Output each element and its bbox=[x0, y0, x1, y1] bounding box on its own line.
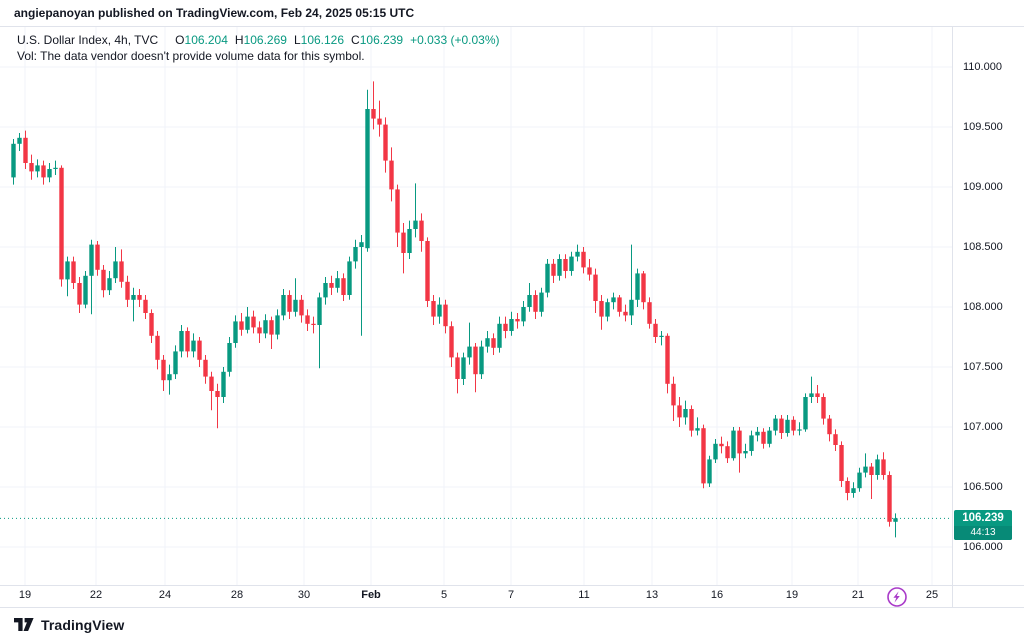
ohlc-key-c: C bbox=[351, 33, 360, 47]
change-value: +0.033 (+0.03%) bbox=[410, 33, 500, 47]
tradingview-logo-icon[interactable] bbox=[14, 618, 34, 631]
ohlc-key-o: O bbox=[175, 33, 185, 47]
time-axis[interactable]: 19 22 24 28 30 Feb 5 7 11 13 16 19 21 25 bbox=[0, 585, 1024, 607]
ohlc-value-o: 106.204 bbox=[184, 33, 228, 47]
price-axis-label: 109.000 bbox=[963, 181, 1003, 193]
volume-note: Vol: The data vendor doesn't provide vol… bbox=[17, 49, 365, 63]
time-axis-label: 25 bbox=[925, 589, 939, 601]
time-axis-label: 5 bbox=[440, 589, 448, 601]
price-axis[interactable]: 110.000 109.500 109.000 108.500 108.000 107.5… bbox=[952, 27, 1024, 585]
price-axis-label: 110.000 bbox=[963, 61, 1002, 73]
tradingview-wordmark[interactable]: TradingView bbox=[41, 616, 125, 633]
lightning-icon bbox=[887, 587, 907, 607]
last-price-label: 106.239 44:13 bbox=[954, 510, 1012, 541]
candlestick-chart[interactable] bbox=[0, 27, 952, 585]
price-axis-label: 108.500 bbox=[963, 241, 1003, 253]
ohlc-value-l: 106.126 bbox=[300, 33, 345, 47]
price-axis-label: 108.000 bbox=[963, 301, 1003, 313]
price-axis-label: 106.000 bbox=[963, 541, 1003, 553]
time-axis-label: 16 bbox=[710, 589, 724, 601]
bar-countdown: 44:13 bbox=[954, 526, 1012, 541]
publish-text: angiepanoyan published on TradingView.co… bbox=[14, 6, 415, 20]
time-axis-label: 28 bbox=[230, 589, 244, 601]
footer-bar: TradingView bbox=[0, 608, 1024, 641]
ohlc-key-h: H bbox=[234, 33, 244, 47]
chart-pane[interactable]: U.S. Dollar Index, 4h, TVC O106.204 H106.2… bbox=[0, 27, 952, 607]
time-axis-label: 19 bbox=[785, 589, 799, 601]
time-axis-label: Feb bbox=[361, 589, 381, 601]
time-axis-label: 30 bbox=[297, 589, 311, 601]
price-axis-border bbox=[952, 27, 953, 608]
ohlc-values: O106.204 H106.269 L106.126 C106.239 bbox=[168, 33, 403, 47]
time-axis-label: 24 bbox=[158, 589, 172, 601]
time-axis-label: 13 bbox=[645, 589, 659, 601]
volume-label: Vol: bbox=[17, 49, 38, 63]
lightning-badge[interactable] bbox=[885, 585, 909, 609]
price-axis-label: 106.500 bbox=[963, 481, 1003, 493]
time-axis-label: 7 bbox=[507, 589, 515, 601]
time-axis-label: 21 bbox=[851, 589, 865, 601]
footer-border bbox=[0, 607, 1024, 608]
time-axis-border bbox=[0, 585, 1024, 586]
time-axis-label: 11 bbox=[578, 589, 590, 601]
volume-message: The data vendor doesn't provide volume d… bbox=[40, 49, 365, 63]
last-price-value: 106.239 bbox=[962, 512, 1004, 525]
publish-header: angiepanoyan published on TradingView.co… bbox=[0, 0, 1024, 27]
symbol-legend: U.S. Dollar Index, 4h, TVC O106.204 H106.2… bbox=[17, 33, 500, 47]
time-axis-label: 22 bbox=[89, 589, 103, 601]
ohlc-value-c: 106.239 bbox=[359, 33, 404, 47]
symbol-title: U.S. Dollar Index, 4h, TVC bbox=[17, 33, 159, 47]
price-axis-label: 109.500 bbox=[963, 121, 1003, 133]
price-axis-label: 107.500 bbox=[963, 361, 1003, 373]
time-axis-label: 19 bbox=[18, 589, 32, 601]
price-axis-label: 107.000 bbox=[963, 421, 1003, 433]
ohlc-value-h: 106.269 bbox=[243, 33, 287, 47]
ohlc-key-l: L bbox=[293, 33, 301, 47]
